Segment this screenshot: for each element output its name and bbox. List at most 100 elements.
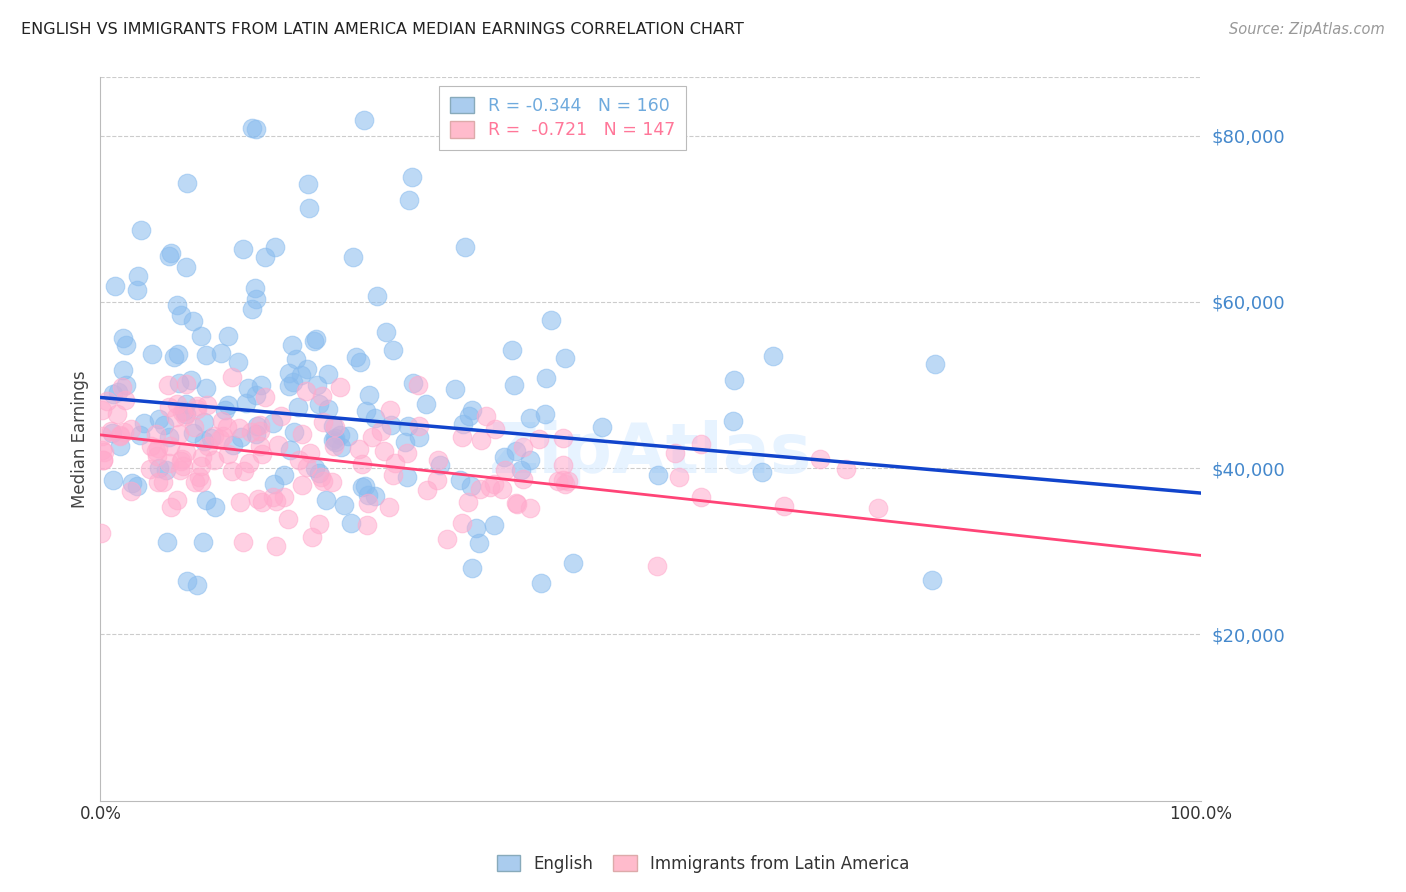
Point bbox=[350, 457, 373, 471]
Point bbox=[553, 432, 575, 446]
Point bbox=[238, 456, 260, 470]
Point bbox=[121, 476, 143, 491]
Point bbox=[233, 464, 256, 478]
Point bbox=[129, 428, 152, 442]
Point bbox=[152, 475, 174, 490]
Point bbox=[180, 373, 202, 387]
Point bbox=[484, 421, 506, 435]
Point bbox=[380, 418, 402, 433]
Point bbox=[108, 439, 131, 453]
Point bbox=[176, 176, 198, 190]
Point bbox=[146, 475, 169, 489]
Point bbox=[129, 223, 152, 237]
Point bbox=[329, 440, 352, 454]
Point bbox=[530, 575, 553, 590]
Point bbox=[325, 434, 347, 449]
Point bbox=[415, 483, 437, 498]
Point bbox=[364, 489, 387, 503]
Point bbox=[267, 437, 290, 451]
Point bbox=[160, 245, 183, 260]
Point bbox=[408, 430, 430, 444]
Point bbox=[321, 475, 343, 489]
Point bbox=[165, 410, 187, 425]
Point bbox=[373, 443, 395, 458]
Point bbox=[398, 193, 420, 207]
Point bbox=[505, 496, 527, 510]
Point bbox=[311, 389, 333, 403]
Point bbox=[554, 476, 576, 491]
Point bbox=[91, 452, 114, 467]
Point bbox=[108, 428, 131, 442]
Point bbox=[125, 283, 148, 297]
Point bbox=[249, 417, 271, 432]
Point bbox=[356, 518, 378, 533]
Point bbox=[451, 516, 474, 531]
Point bbox=[554, 351, 576, 365]
Point bbox=[277, 379, 299, 393]
Point bbox=[90, 526, 112, 541]
Point bbox=[751, 465, 773, 479]
Point bbox=[139, 462, 162, 476]
Point bbox=[450, 430, 472, 444]
Point bbox=[482, 518, 505, 533]
Point bbox=[172, 405, 194, 419]
Point bbox=[301, 530, 323, 544]
Point bbox=[540, 313, 562, 327]
Point bbox=[134, 416, 156, 430]
Point bbox=[396, 446, 419, 460]
Point bbox=[157, 249, 180, 263]
Point bbox=[312, 474, 335, 488]
Point bbox=[232, 242, 254, 256]
Point bbox=[174, 377, 197, 392]
Point bbox=[645, 558, 668, 573]
Point bbox=[202, 453, 225, 467]
Point bbox=[381, 468, 404, 483]
Point bbox=[406, 378, 429, 392]
Point bbox=[166, 396, 188, 410]
Point bbox=[115, 338, 138, 352]
Point bbox=[509, 463, 531, 477]
Point bbox=[155, 534, 177, 549]
Point bbox=[309, 470, 332, 484]
Point bbox=[353, 478, 375, 492]
Point bbox=[186, 399, 208, 413]
Point bbox=[723, 373, 745, 387]
Point bbox=[340, 516, 363, 530]
Point bbox=[366, 289, 388, 303]
Point bbox=[193, 415, 215, 429]
Point bbox=[112, 425, 135, 439]
Point bbox=[115, 377, 138, 392]
Point bbox=[506, 497, 529, 511]
Point bbox=[380, 402, 402, 417]
Point bbox=[232, 534, 254, 549]
Point bbox=[186, 578, 208, 592]
Point bbox=[924, 357, 946, 371]
Point bbox=[169, 427, 191, 442]
Point bbox=[298, 201, 321, 215]
Point bbox=[153, 418, 176, 433]
Point bbox=[173, 409, 195, 423]
Point bbox=[145, 443, 167, 458]
Point bbox=[90, 429, 112, 443]
Point bbox=[114, 392, 136, 407]
Point bbox=[773, 499, 796, 513]
Point bbox=[491, 482, 513, 496]
Point bbox=[215, 420, 238, 434]
Point bbox=[90, 442, 112, 457]
Point bbox=[281, 338, 304, 352]
Point bbox=[108, 427, 131, 442]
Point bbox=[357, 487, 380, 501]
Point bbox=[145, 426, 167, 441]
Point bbox=[475, 409, 498, 424]
Point bbox=[349, 355, 371, 369]
Point bbox=[427, 453, 450, 467]
Point bbox=[512, 440, 534, 454]
Point bbox=[112, 331, 135, 345]
Point bbox=[245, 121, 267, 136]
Point bbox=[281, 376, 304, 390]
Point bbox=[519, 500, 541, 515]
Point bbox=[553, 473, 575, 487]
Point bbox=[305, 332, 328, 346]
Point bbox=[280, 443, 302, 458]
Point bbox=[238, 381, 260, 395]
